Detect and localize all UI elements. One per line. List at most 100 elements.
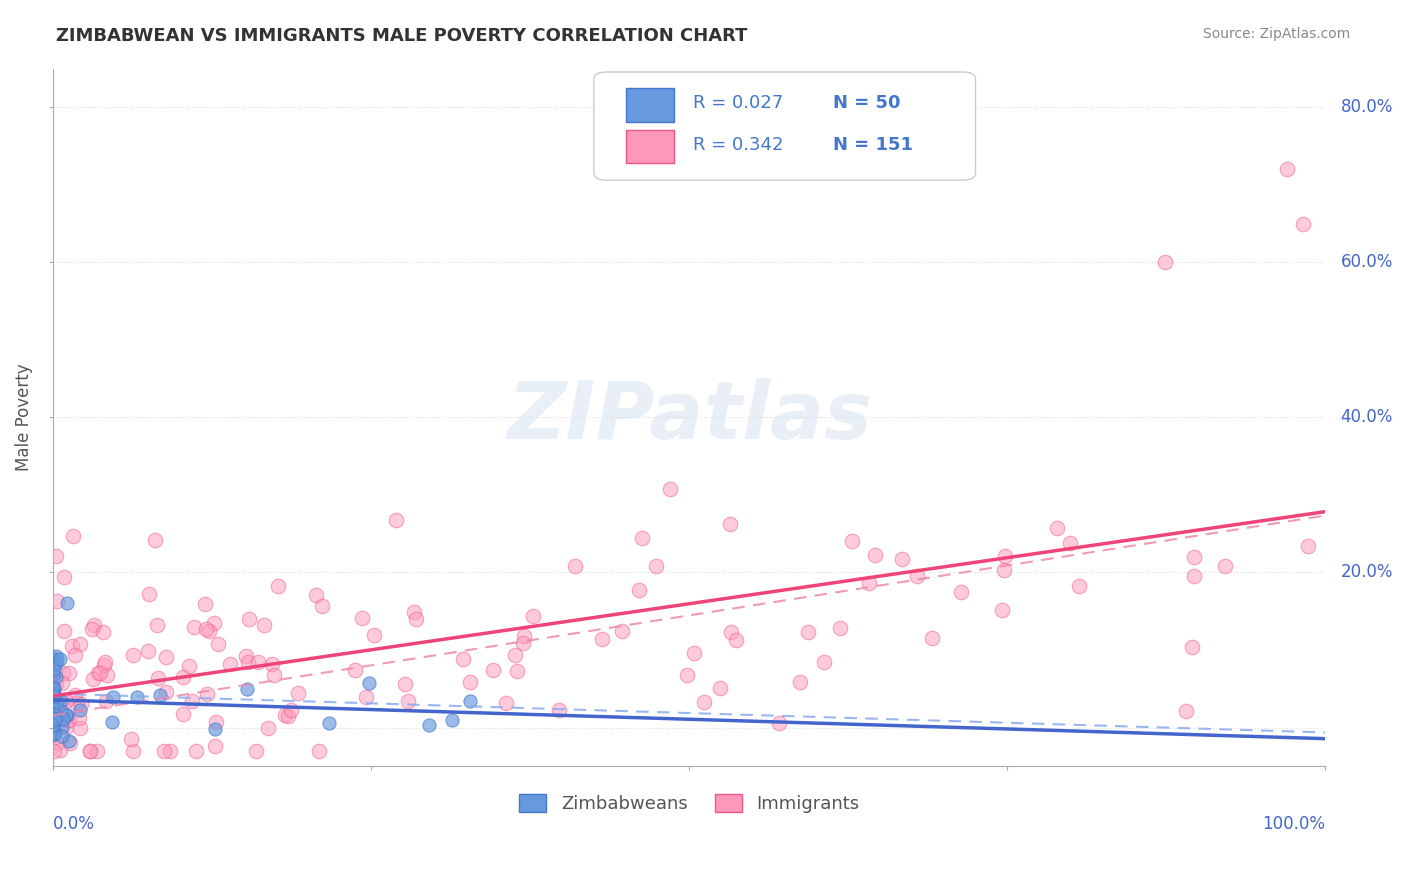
Point [363,628,385,642]
Point [1067,579,1090,593]
Point [257,722,280,736]
Point [44,694,66,708]
Point [384,513,406,527]
Point [60,639,83,653]
Point [204,722,226,736]
Point [67,711,90,725]
Point [125,690,148,705]
Point [218,657,240,671]
Point [51,712,73,726]
Point [658,482,681,496]
Point [94,655,117,669]
Point [458,694,481,708]
Point [418,718,440,732]
Point [91,624,114,639]
Point [155,649,177,664]
Point [682,647,704,661]
Text: R = 0.027: R = 0.027 [693,95,783,112]
Point [564,558,586,573]
Point [245,744,267,758]
Point [42,669,65,683]
Point [1275,162,1298,177]
Point [44,662,66,676]
Point [82,672,104,686]
Point [197,624,219,639]
Point [45,549,67,564]
Point [59,736,82,750]
Point [194,622,217,636]
Point [503,648,526,662]
Point [394,677,416,691]
Point [343,663,366,677]
Point [495,696,517,710]
Point [42,689,65,703]
Point [58,713,80,727]
Point [1059,536,1081,550]
Point [86,744,108,758]
Point [720,624,742,639]
Point [87,666,110,681]
Point [404,605,426,619]
Point [138,587,160,601]
Point [55,693,77,707]
Point [280,702,302,716]
Point [42,714,65,728]
FancyBboxPatch shape [593,72,976,180]
Text: 80.0%: 80.0% [1341,98,1393,116]
Point [693,695,716,709]
Point [482,663,505,677]
Point [155,685,177,699]
Point [45,676,67,690]
Point [179,659,201,673]
Point [1182,569,1205,583]
Point [46,652,69,666]
Point [45,593,67,607]
Point [45,657,67,671]
Point [93,657,115,672]
Point [42,699,65,714]
Point [718,517,741,532]
Point [797,625,820,640]
Point [311,599,333,613]
Point [42,718,65,732]
Text: ZIMBABWEAN VS IMMIGRANTS MALE POVERTY CORRELATION CHART: ZIMBABWEAN VS IMMIGRANTS MALE POVERTY CO… [56,27,748,45]
Point [42,681,65,695]
Point [42,726,65,740]
Point [709,681,731,695]
Point [51,729,73,743]
Point [512,636,534,650]
Point [1213,559,1236,574]
Text: 100.0%: 100.0% [1263,815,1326,833]
Point [136,644,159,658]
Point [55,707,77,722]
Point [53,624,76,638]
Point [905,568,928,582]
Point [82,622,104,636]
Point [725,633,748,648]
Point [207,637,229,651]
Point [204,739,226,753]
Point [62,529,84,543]
Point [863,548,886,562]
Point [55,595,77,609]
Point [1182,549,1205,564]
Point [205,714,228,729]
Point [184,744,207,758]
FancyBboxPatch shape [626,130,673,163]
Point [146,617,169,632]
Point [236,656,259,670]
Point [195,687,218,701]
Point [921,632,943,646]
Point [122,648,145,662]
Point [42,668,65,682]
Point [49,743,72,757]
Point [42,686,65,700]
Point [42,695,65,709]
Point [194,597,217,611]
Point [51,675,73,690]
Point [120,732,142,747]
Point [828,621,851,635]
Point [841,533,863,548]
Point [262,657,284,672]
Point [103,690,125,705]
